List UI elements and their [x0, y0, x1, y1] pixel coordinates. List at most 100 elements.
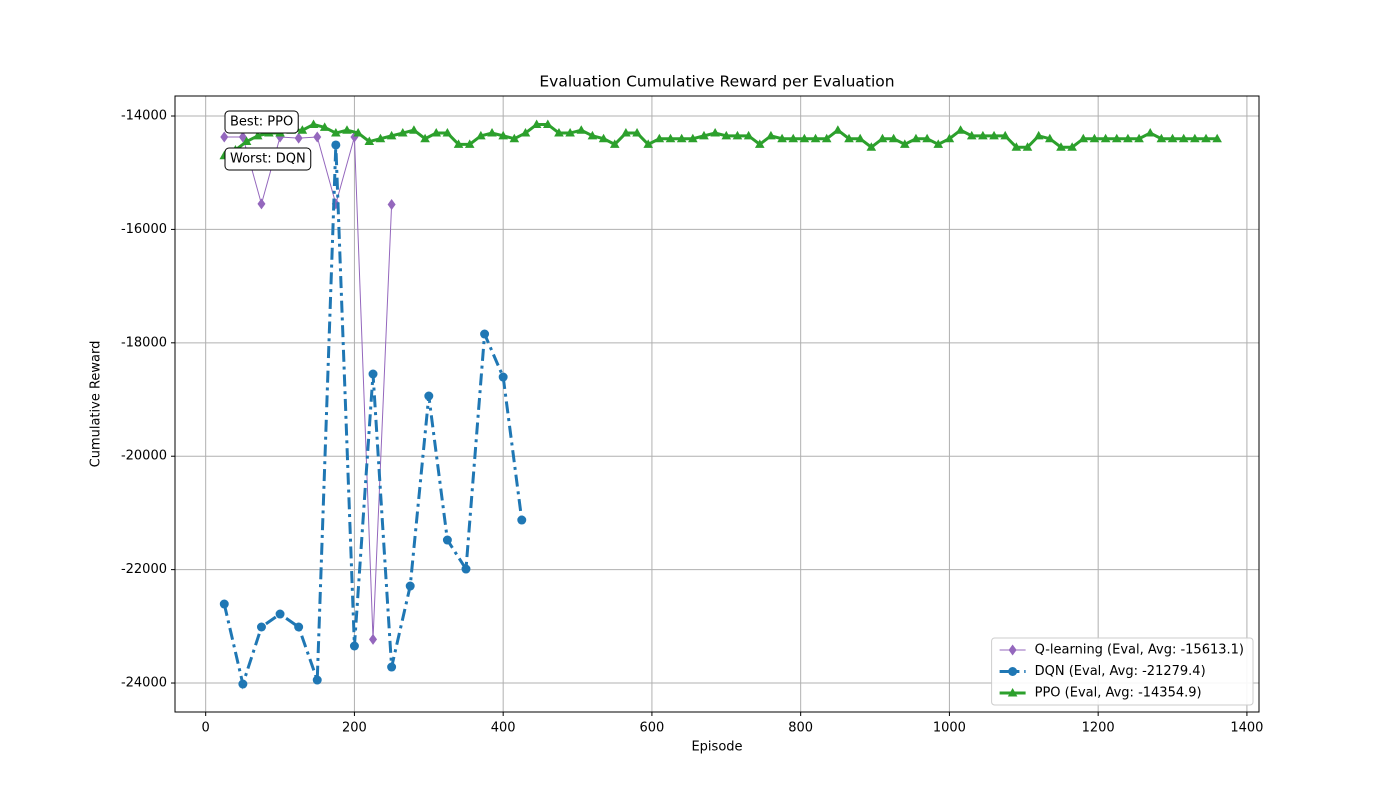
point	[788, 133, 799, 143]
point	[342, 125, 352, 134]
point	[911, 133, 921, 143]
point	[1111, 133, 1122, 143]
point	[405, 581, 415, 591]
point	[220, 131, 229, 143]
legend-box	[991, 637, 1254, 706]
point	[1178, 133, 1189, 143]
point	[833, 125, 843, 134]
point	[866, 142, 877, 151]
point	[1190, 133, 1200, 143]
annotation-box	[224, 147, 312, 171]
point	[1201, 133, 1211, 143]
point	[349, 641, 359, 651]
x-tick-label: 1400	[1230, 721, 1263, 736]
point	[464, 139, 475, 148]
point	[1067, 142, 1077, 151]
point	[632, 128, 642, 137]
point	[1134, 133, 1144, 143]
point	[1011, 142, 1022, 151]
x-tick-label: 800	[788, 721, 813, 736]
legend-label: PPO (Eval, Avg: -14354.9)	[1035, 686, 1202, 701]
point	[576, 125, 587, 134]
point	[888, 133, 899, 143]
point	[966, 130, 977, 140]
point	[844, 133, 854, 143]
point	[565, 128, 575, 137]
point	[609, 139, 620, 148]
annotation: Worst: DQN	[224, 147, 312, 171]
point	[1045, 133, 1055, 143]
point	[1156, 133, 1167, 143]
point	[1078, 133, 1089, 143]
x-tick-label: 1200	[1082, 721, 1115, 736]
point	[238, 679, 248, 689]
x-tick-label: 1000	[933, 721, 966, 736]
point	[531, 119, 542, 129]
point	[955, 125, 966, 134]
point	[387, 662, 397, 672]
point	[643, 139, 654, 148]
y-tick-label: -22000	[121, 562, 167, 577]
point	[442, 535, 452, 545]
point	[855, 133, 865, 143]
point	[219, 599, 229, 609]
point	[420, 133, 430, 143]
point	[554, 128, 564, 137]
point	[933, 139, 944, 148]
point	[1167, 133, 1178, 143]
point	[275, 609, 285, 619]
point	[257, 198, 266, 210]
y-tick-label: -16000	[121, 222, 167, 237]
point	[944, 133, 955, 143]
point	[621, 128, 631, 137]
point	[1089, 133, 1100, 143]
point	[688, 133, 698, 143]
point	[754, 139, 765, 148]
point	[461, 564, 471, 574]
point	[598, 133, 609, 143]
point	[331, 128, 341, 137]
point	[1056, 142, 1066, 151]
point	[431, 128, 442, 137]
x-axis-label: Episode	[691, 740, 742, 755]
point	[517, 515, 527, 525]
point	[331, 140, 341, 150]
point	[542, 119, 553, 129]
x-tick-label: 600	[640, 721, 665, 736]
point	[699, 130, 709, 140]
point	[294, 132, 303, 144]
y-tick-label: -24000	[121, 676, 167, 691]
x-tick-label: 400	[491, 721, 516, 736]
point	[732, 130, 743, 140]
point	[319, 122, 330, 131]
point	[710, 128, 720, 137]
point	[587, 130, 598, 140]
x-tick-label: 0	[202, 721, 210, 736]
point	[922, 133, 932, 143]
point	[487, 128, 497, 137]
point	[1008, 644, 1017, 656]
point	[721, 130, 732, 140]
point	[676, 133, 687, 143]
y-tick-label: -18000	[121, 335, 167, 350]
legend: Q-learning (Eval, Avg: -15613.1) DQN (Eva…	[991, 637, 1254, 706]
point	[297, 125, 308, 134]
point	[899, 139, 910, 148]
y-tick-label: -14000	[121, 109, 167, 124]
annotation-text: Best: PPO	[230, 115, 293, 130]
annotation-box	[224, 110, 299, 134]
point	[256, 622, 266, 632]
point	[1007, 688, 1018, 697]
point	[375, 133, 386, 143]
legend-label: DQN (Eval, Avg: -21279.4)	[1035, 664, 1206, 679]
point	[743, 130, 754, 140]
point	[498, 372, 508, 382]
point	[353, 128, 363, 137]
point	[1033, 130, 1044, 140]
point	[387, 198, 396, 210]
point	[821, 133, 832, 143]
point	[480, 329, 490, 339]
point	[654, 133, 665, 143]
point	[476, 130, 486, 140]
point	[877, 133, 888, 143]
